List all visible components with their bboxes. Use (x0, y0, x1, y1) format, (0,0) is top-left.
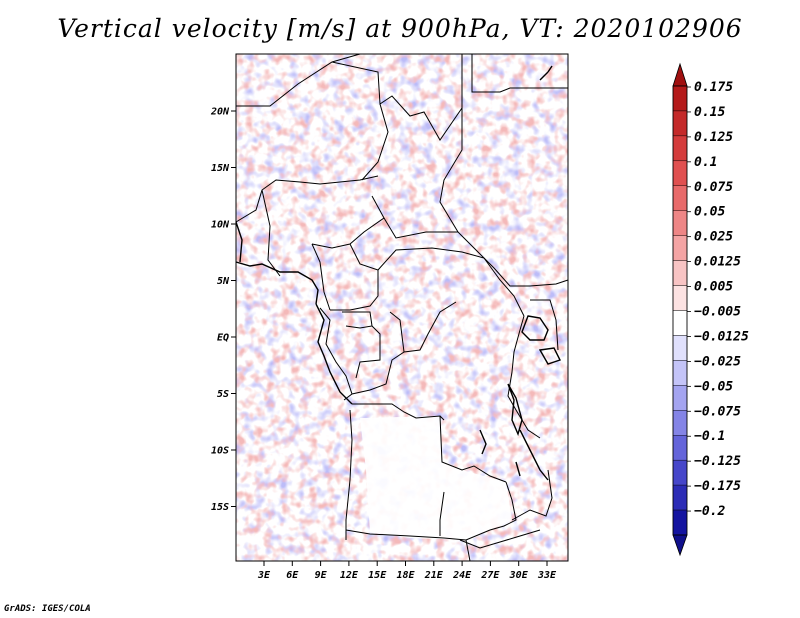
colorbar-swatch (672, 484, 688, 511)
colorbar-label: 0.0125 (694, 255, 741, 270)
colorbar-swatch (672, 285, 688, 311)
colorbar-label: 0.1 (694, 155, 717, 170)
colorbar-swatch (672, 260, 688, 286)
colorbar-label: 0.005 (694, 280, 733, 295)
colorbar-label: −0.125 (694, 454, 741, 469)
lon-tick-label: 33E (537, 570, 557, 581)
latitude-axis: 20N 15N 10N 5N EQ 5S 10S 15S (210, 107, 236, 513)
colorbar-label: 0.075 (694, 180, 733, 195)
colorbar-label: −0.025 (694, 354, 741, 369)
lat-tick-label: 15S (211, 502, 229, 513)
map-title: Vertical velocity [m/s] at 900hPa, VT: 2… (57, 14, 743, 43)
colorbar-swatch (672, 160, 688, 186)
colorbar-label: −0.0125 (694, 329, 749, 344)
colorbar-label: 0.05 (694, 205, 725, 220)
colorbar-swatch (672, 310, 688, 336)
grads-credit: GrADS: IGES/COLA (4, 604, 91, 614)
lat-tick-label: 10N (211, 220, 230, 231)
colorbar-swatch (672, 410, 688, 436)
lon-tick-label: 9E (315, 570, 328, 581)
colorbar-label: 0.175 (694, 80, 733, 95)
colorbar-label: −0.1 (694, 429, 725, 444)
lat-tick-label: EQ (217, 333, 229, 344)
colorbar-swatch (672, 235, 688, 261)
lon-tick-label: 12E (340, 570, 359, 581)
lat-tick-label: 5S (217, 389, 229, 400)
country-borders (235, 53, 569, 562)
colorbar-label: −0.175 (694, 479, 741, 494)
lat-tick-label: 15N (211, 163, 230, 174)
lon-tick-label: 18E (396, 570, 415, 581)
map-frame (235, 53, 569, 562)
colorbar-swatch (672, 435, 688, 461)
colorbar-swatch (672, 335, 688, 361)
longitude-axis: 3E 6E 9E 12E 15E 18E 21E 24E 27E 30E 33E (257, 561, 557, 581)
colorbar-bottom-arrow (672, 534, 688, 557)
colorbar-label: −0.005 (694, 305, 741, 320)
colorbar-swatch (672, 385, 688, 411)
colorbar-swatch (672, 185, 688, 211)
lon-tick-label: 3E (257, 570, 271, 581)
velocity-field (236, 54, 568, 561)
lat-tick-label: 20N (210, 107, 230, 118)
colorbar-swatch (672, 110, 688, 137)
coastlines-lakes (235, 65, 561, 481)
colorbar-outline (672, 85, 688, 536)
lon-tick-label: 6E (286, 570, 299, 581)
colorbar-swatch (672, 360, 688, 386)
lon-tick-label: 30E (509, 570, 529, 581)
lat-tick-label: 5N (217, 276, 230, 287)
colorbar-label: 0.025 (694, 230, 733, 245)
colorbar-label: 0.15 (694, 105, 725, 120)
lon-tick-label: 15E (368, 570, 387, 581)
colorbar-label: −0.075 (694, 404, 741, 419)
colorbar-swatch (672, 509, 688, 536)
lon-tick-label: 27E (480, 570, 500, 581)
lon-tick-label: 21E (424, 570, 444, 581)
lat-tick-label: 10S (211, 446, 229, 457)
colorbar-swatch (672, 459, 688, 486)
colorbar-top-arrow (672, 62, 688, 87)
lon-tick-label: 24E (452, 570, 472, 581)
colorbar-label: −0.05 (694, 379, 733, 394)
colorbar-label: 0.125 (694, 130, 733, 145)
colorbar: 0.175 0.15 0.125 0.1 0.075 0.05 0.025 0.0125 0.0… (672, 62, 749, 557)
colorbar-swatch (672, 135, 688, 162)
colorbar-swatch (672, 210, 688, 236)
colorbar-label: −0.2 (694, 504, 725, 519)
colorbar-swatch (672, 85, 688, 112)
